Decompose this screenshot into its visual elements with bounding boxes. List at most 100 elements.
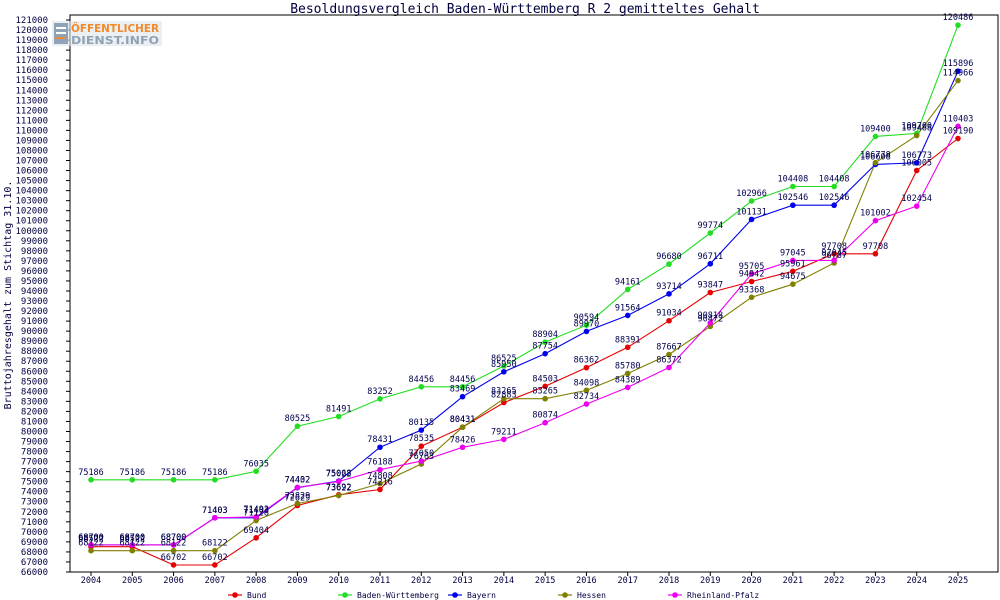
x-tick-label: 2005 [122,576,142,586]
data-label-baden-wuerttemberg: 109400 [860,124,891,134]
data-point-bund [170,562,177,568]
logo-mark-stripe [56,32,66,34]
x-tick-label: 2017 [617,576,637,586]
data-label-bayern: 68700 [119,533,145,543]
data-label-hessen: 90472 [697,314,723,324]
data-point-bund [913,167,920,174]
data-label-hessen: 68122 [119,539,145,549]
data-point-hessen [377,480,383,487]
data-point-rheinland-pfalz [377,466,383,473]
data-label-hessen: 76763 [408,452,434,462]
y-tick-label: 90000 [21,327,48,337]
data-point-bayern [542,350,548,357]
y-tick-label: 107000 [15,157,48,167]
x-tick-label: 2009 [287,576,307,586]
data-point-hessen [583,387,590,394]
y-tick-label: 96000 [21,267,48,277]
data-label-bund: 91034 [656,309,682,319]
y-tick-label: 95000 [21,277,48,287]
data-point-bayern [707,260,714,267]
data-point-baden-wuerttemberg [335,413,342,420]
data-point-bayern [748,216,755,223]
y-tick-label: 116000 [15,66,48,76]
logo-mark-stripe [56,37,66,39]
y-tick-label: 94000 [21,287,48,297]
data-point-rheinland-pfalz [624,384,631,391]
legend-item-bund: Bund [228,591,266,600]
data-label-rheinland-pfalz: 90818 [697,311,723,321]
data-label-hessen: 74808 [367,472,393,482]
data-label-bund: 106005 [901,158,932,168]
data-point-baden-wuerttemberg [542,339,548,345]
data-point-hessen [170,547,177,554]
y-tick-label: 77000 [21,458,48,468]
data-label-bund: 66702 [161,553,187,563]
x-tick-label: 2023 [865,576,885,586]
data-label-bund: 66702 [202,553,228,563]
data-point-rheinland-pfalz [88,542,94,548]
y-tick-label: 92000 [21,307,48,317]
data-point-bund [377,486,383,493]
data-label-bayern: 102546 [777,193,808,203]
data-point-hessen [872,159,879,166]
y-tick-label: 87000 [21,357,48,367]
data-point-rheinland-pfalz [129,542,136,548]
data-label-hessen: 96787 [821,251,847,261]
data-label-bund: 73692 [326,483,352,493]
data-label-hessen: 114966 [943,69,974,79]
data-point-bund [253,535,259,541]
y-axis-ticks: 6600067000680006900070000710007200073000… [15,16,70,578]
y-tick-label: 103000 [15,197,48,207]
data-label-bayern: 85950 [491,360,517,370]
data-label-bayern: 68700 [161,533,187,543]
series-line-bund [91,138,959,566]
y-tick-label: 110000 [15,126,48,136]
y-tick-label: 99000 [21,237,48,247]
y-tick-label: 109000 [15,136,48,146]
data-point-hessen [624,370,631,377]
data-point-bund [872,250,879,257]
data-label-baden-wuerttemberg: 75186 [202,468,228,478]
y-tick-label: 89000 [21,337,48,347]
y-tick-label: 114000 [15,86,48,96]
data-label-rheinland-pfalz: 95705 [739,262,765,272]
data-label-rheinland-pfalz: 101002 [860,209,891,219]
data-point-bund [418,443,425,449]
data-label-bayern: 83469 [450,385,476,395]
data-point-rheinland-pfalz [212,514,218,521]
data-point-rheinland-pfalz [955,123,961,130]
x-tick-label: 2015 [535,576,555,586]
legend-label: Bayern [467,591,496,600]
data-point-rheinland-pfalz [459,444,466,451]
data-label-bund: 95961 [780,259,806,269]
data-point-bund [748,278,755,285]
data-label-bayern: 80135 [408,418,434,428]
data-point-bund [707,289,714,296]
y-tick-label: 68000 [21,548,48,558]
y-tick-label: 82000 [21,407,48,417]
data-label-bayern: 78431 [367,435,393,445]
data-label-baden-wuerttemberg: 76035 [243,459,269,469]
data-point-bund [624,344,631,351]
legend-swatch-marker [672,592,678,598]
data-point-rheinland-pfalz [790,257,796,264]
data-point-baden-wuerttemberg [872,133,879,140]
data-label-bayern: 87754 [532,342,558,352]
x-tick-label: 2022 [824,576,844,586]
data-point-hessen [666,351,672,358]
data-label-baden-wuerttemberg: 83252 [367,387,393,397]
legend-item-bayern: Bayern [448,591,496,600]
data-label-bund: 97708 [821,242,847,252]
data-label-rheinland-pfalz: 68700 [119,533,145,543]
y-tick-label: 69000 [21,538,48,548]
data-label-bund: 109190 [943,127,974,137]
data-label-hessen: 106778 [860,151,891,161]
y-tick-label: 83000 [21,397,48,407]
data-label-rheinland-pfalz: 79211 [491,427,517,437]
data-point-baden-wuerttemberg [212,477,218,483]
y-tick-label: 84000 [21,387,48,397]
legend-item-rheinland-pfalz: Rheinland-Pfalz [668,591,759,600]
data-label-baden-wuerttemberg: 80525 [285,414,311,424]
data-label-baden-wuerttemberg: 104408 [777,175,808,185]
data-label-rheinland-pfalz: 71403 [202,506,228,516]
